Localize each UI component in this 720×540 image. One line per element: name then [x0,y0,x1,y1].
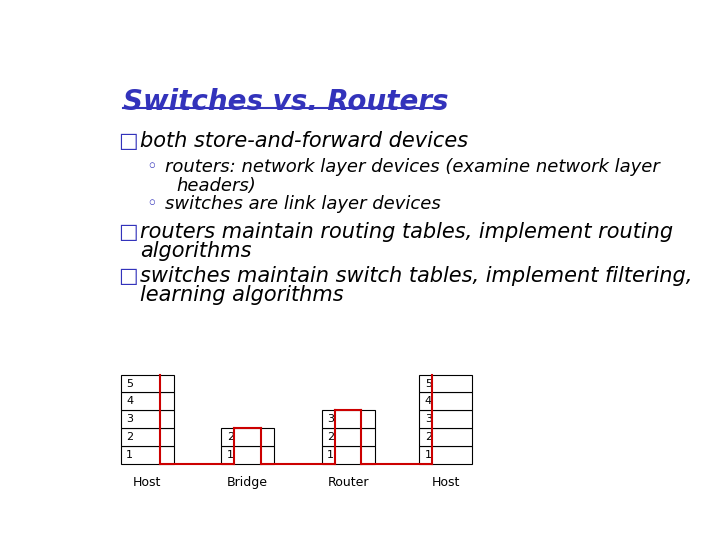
Text: 2: 2 [425,432,432,442]
Text: Host: Host [431,476,460,489]
Bar [419,393,472,410]
Text: Host: Host [133,476,161,489]
Text: headers): headers) [176,177,256,195]
Text: 5: 5 [126,379,133,388]
Bar [121,446,174,464]
Bar [322,428,374,446]
Text: 4: 4 [126,396,133,407]
Text: ◦: ◦ [145,194,156,213]
Text: ◦: ◦ [145,158,156,177]
Bar [121,410,174,428]
Text: routers maintain routing tables, implement routing: routers maintain routing tables, impleme… [140,222,673,242]
Text: 3: 3 [425,414,432,424]
Text: 1: 1 [425,450,432,460]
Bar [221,428,274,446]
Text: 2: 2 [327,432,334,442]
Bar [221,446,274,464]
Text: 1: 1 [327,450,334,460]
Bar [419,428,472,446]
Text: Router: Router [328,476,369,489]
Bar [322,446,374,464]
Text: 1: 1 [126,450,133,460]
Bar [121,375,174,393]
Text: 3: 3 [126,414,133,424]
Text: learning algorithms: learning algorithms [140,285,344,305]
Bar [419,446,472,464]
Text: both store-and-forward devices: both store-and-forward devices [140,131,468,151]
Text: 4: 4 [425,396,432,407]
Bar [419,375,472,393]
Text: 2: 2 [126,432,133,442]
Text: Switches vs. Routers: Switches vs. Routers [124,87,449,116]
Text: 1: 1 [227,450,234,460]
Bar [121,393,174,410]
Text: □: □ [118,222,138,242]
Text: Bridge: Bridge [227,476,268,489]
Bar [322,410,374,428]
Text: routers: network layer devices (examine network layer: routers: network layer devices (examine … [166,158,660,177]
Text: 3: 3 [327,414,334,424]
Text: □: □ [118,131,138,151]
Text: switches are link layer devices: switches are link layer devices [166,194,441,213]
Bar [121,428,174,446]
Text: 5: 5 [425,379,432,388]
Text: switches maintain switch tables, implement filtering,: switches maintain switch tables, impleme… [140,266,693,286]
Text: algorithms: algorithms [140,241,252,261]
Text: 2: 2 [227,432,234,442]
Bar [419,410,472,428]
Text: □: □ [118,266,138,286]
